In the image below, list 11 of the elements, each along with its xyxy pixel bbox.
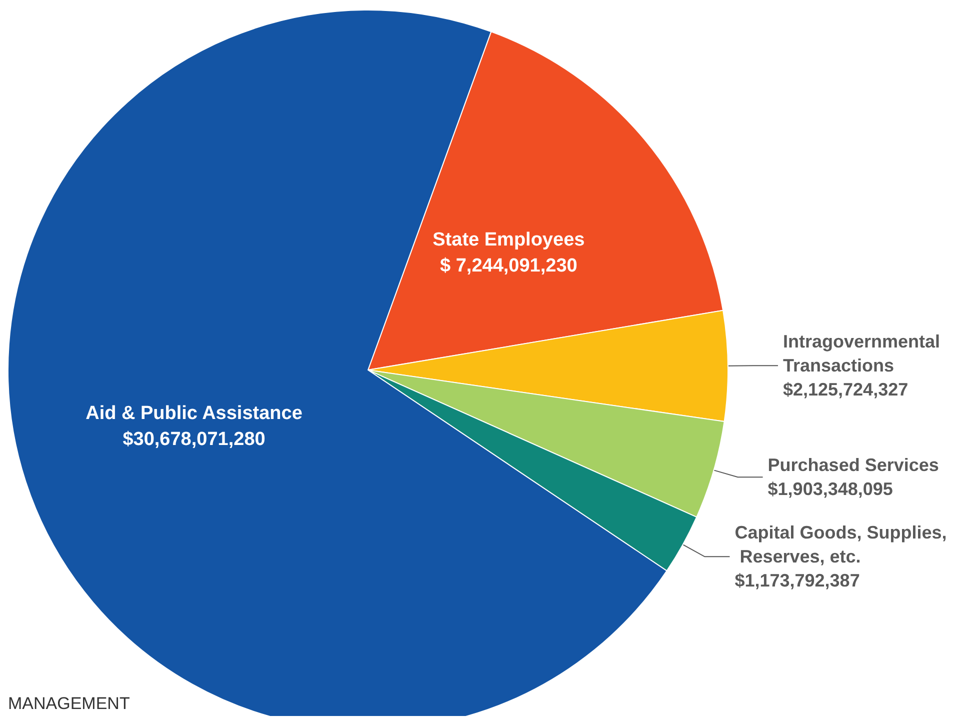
slice-label: State Employees [432,229,585,250]
data-label: $1,173,792,387 [734,570,860,591]
data-label: $1,903,348,095 [768,479,893,500]
slice-label: Purchased Services [768,455,939,476]
slice-label: Capital Goods, Supplies, Reserves, etc. [734,522,947,567]
text: MANAGEMENT [8,694,130,713]
slice-label: Intragovernmental Transactions [782,332,946,376]
data-label: $2,125,724,327 [782,380,908,400]
slice-label: Aid & Public Assistance [86,403,302,424]
data-label: $ 7,244,091,230 [440,255,578,276]
data-label: $30,678,071,280 [122,429,266,450]
